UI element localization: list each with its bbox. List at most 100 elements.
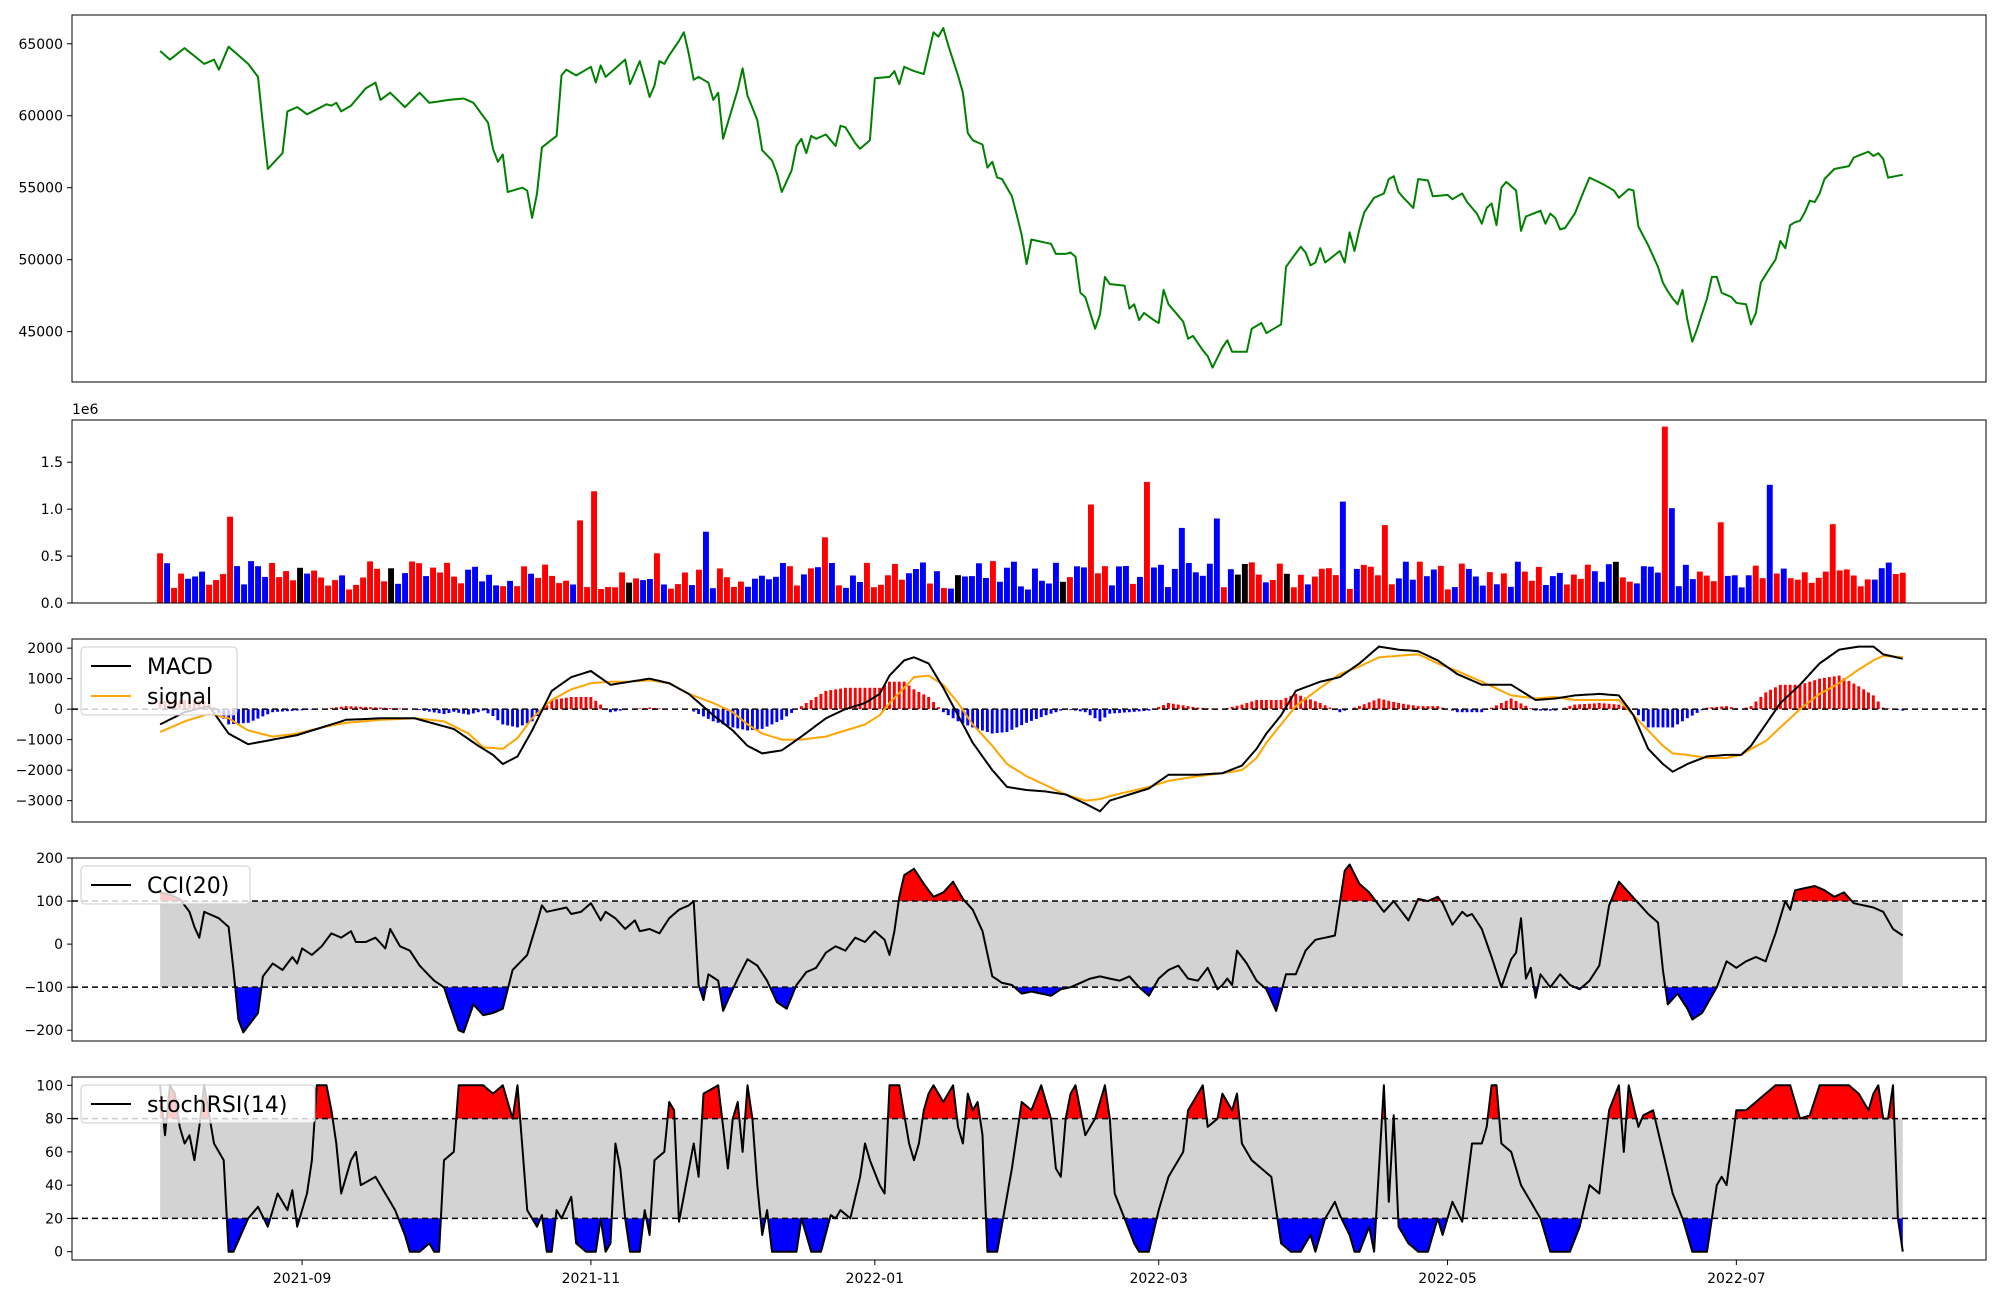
volume-bar [619, 572, 625, 603]
macd-histogram-bar [1260, 700, 1263, 710]
volume-bar [1311, 576, 1318, 603]
volume-bar [332, 580, 338, 603]
volume-bar [1521, 571, 1528, 603]
macd-histogram-bar [1671, 709, 1675, 728]
macd-histogram-bar [1309, 699, 1312, 710]
macd-histogram-bar [1274, 700, 1278, 710]
volume-bar [1500, 573, 1507, 603]
macd-histogram-bar [374, 707, 377, 710]
macd-histogram-bar [555, 699, 559, 710]
macd-histogram-bar [721, 709, 725, 725]
volume-bar [1584, 564, 1591, 603]
volume-bar [1822, 571, 1829, 603]
macd-histogram-bar [927, 697, 931, 710]
macd-histogram-bar [1372, 700, 1376, 710]
volume-bar [1871, 579, 1878, 603]
macd-histogram-bar [1661, 709, 1665, 728]
volume-bar [514, 586, 520, 603]
volume-bar [549, 575, 555, 603]
volume-bar [1612, 561, 1619, 603]
oversold-fill [1682, 1218, 1712, 1252]
volume-bar [465, 569, 471, 603]
macd-histogram-bar [1490, 707, 1493, 710]
x-tick-label: 2022-03 [1129, 1271, 1188, 1287]
volume-bar [906, 573, 912, 603]
macd-histogram-bar [579, 697, 583, 710]
macd-histogram-bar [1103, 709, 1107, 718]
macd-histogram-bar [310, 709, 314, 710]
macd-histogram-bar [256, 709, 260, 719]
volume-bar [1696, 571, 1703, 603]
macd-histogram-bar [423, 709, 426, 711]
macd-histogram-bar [1617, 704, 1621, 710]
y-tick-label: 1.0 [41, 502, 63, 518]
macd-histogram-bar [1392, 701, 1396, 710]
volume-bar [1102, 566, 1108, 603]
macd-histogram-bar [1832, 676, 1836, 710]
macd-histogram-bar [550, 700, 554, 710]
macd-histogram-bar [1656, 709, 1660, 728]
macd-histogram-bar [1264, 700, 1268, 710]
macd-histogram-bar [1010, 709, 1014, 730]
macd-histogram-bar [545, 705, 549, 710]
macd-histogram-bar [1588, 703, 1591, 710]
y-tick-label: −1000 [16, 733, 63, 749]
macd-histogram-bar [1769, 689, 1772, 710]
macd-histogram-bar [1573, 704, 1577, 710]
volume-bar [325, 585, 331, 603]
volume-bar [1829, 524, 1836, 603]
macd-panel: −3000 −2000 −1000 0 1000 2000 MACD signal [16, 638, 1987, 823]
macd-histogram-bar [227, 709, 231, 725]
volume-bar [1332, 575, 1339, 603]
macd-histogram-bar [1054, 709, 1058, 713]
volume-bar [605, 587, 611, 603]
volume-bar [318, 577, 324, 603]
macd-histogram-bar [853, 687, 857, 710]
macd-histogram-bar [1529, 708, 1533, 710]
volume-bar [1731, 575, 1738, 603]
volume-bar [773, 576, 779, 603]
volume-bar [1472, 576, 1479, 603]
volume-bar [1283, 573, 1290, 603]
legend-label: MACD [147, 655, 213, 680]
oversold-fill [1437, 1218, 1448, 1235]
legend-box [80, 646, 238, 716]
price-panel: 45000 50000 55000 60000 65000 [18, 14, 1987, 383]
oversold-fill [1665, 987, 1717, 1020]
volume-bar [1724, 575, 1731, 603]
volume-bar [570, 584, 576, 603]
macd-histogram-bar [520, 709, 524, 726]
volume-bar [1067, 577, 1073, 603]
macd-histogram-bar [1778, 684, 1782, 710]
macd-histogram-bar [1284, 698, 1288, 710]
macd-histogram-bar [780, 709, 784, 720]
volume-bar [1668, 508, 1675, 603]
macd-histogram-bar [1167, 703, 1170, 710]
y-tick-label: 100 [36, 1078, 63, 1094]
macd-histogram-bar [1142, 709, 1146, 711]
legend-box [80, 1084, 316, 1124]
volume-bar [1682, 564, 1689, 603]
macd-histogram-bar [946, 709, 950, 716]
macd-histogram-bar [824, 690, 828, 710]
macd-histogram-bar [1235, 705, 1239, 710]
volume-bar [822, 537, 828, 603]
macd-histogram-bar [995, 709, 999, 733]
macd-histogram-bar [1362, 704, 1366, 710]
macd-histogram-bar [1318, 703, 1322, 710]
volume-bar [1633, 583, 1640, 603]
volume-bar [430, 567, 436, 603]
macd-histogram-bar [1881, 707, 1885, 710]
macd-histogram-bar [251, 709, 255, 721]
y-tick-label: 0 [54, 937, 63, 953]
macd-histogram-bar [1715, 706, 1719, 710]
macd-histogram-bar [1421, 706, 1425, 710]
macd-histogram-bar [1666, 709, 1670, 728]
legend-label: signal [147, 685, 212, 710]
volume-bar [381, 581, 387, 603]
stochrsi-line [159, 1084, 1904, 1253]
macd-histogram-bar [266, 709, 270, 715]
macd-histogram-bar [1744, 707, 1748, 710]
volume-bar [780, 563, 786, 603]
overbought-fill [1735, 1085, 1800, 1119]
